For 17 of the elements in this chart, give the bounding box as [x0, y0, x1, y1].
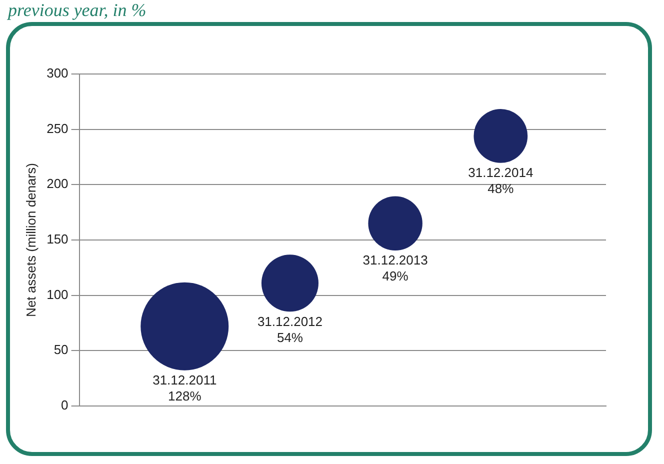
annotation: 49% — [382, 268, 409, 284]
x-tick-label: 31.12.2013 — [362, 252, 428, 268]
y-tick-label: 250 — [46, 120, 68, 136]
chart-title: previous year, in % — [8, 0, 146, 20]
x-tick-label: 31.12.2014 — [468, 164, 534, 180]
annotation: 48% — [488, 180, 514, 196]
y-tick-label: 100 — [46, 286, 68, 302]
x-tick-label: 31.12.2011 — [152, 372, 217, 388]
y-axis-title: Net assets (million denars) — [23, 163, 38, 317]
x-tick-label: 31.12.2012 — [257, 314, 323, 329]
y-tick-label: 50 — [54, 342, 68, 358]
annotation: 54% — [276, 330, 304, 345]
y-tick-label: 150 — [46, 232, 68, 247]
y-tick-label: 200 — [46, 176, 68, 192]
y-tick-label: 300 — [46, 66, 68, 81]
annotation: 128% — [168, 388, 202, 404]
y-tick-label: 0 — [61, 398, 68, 413]
